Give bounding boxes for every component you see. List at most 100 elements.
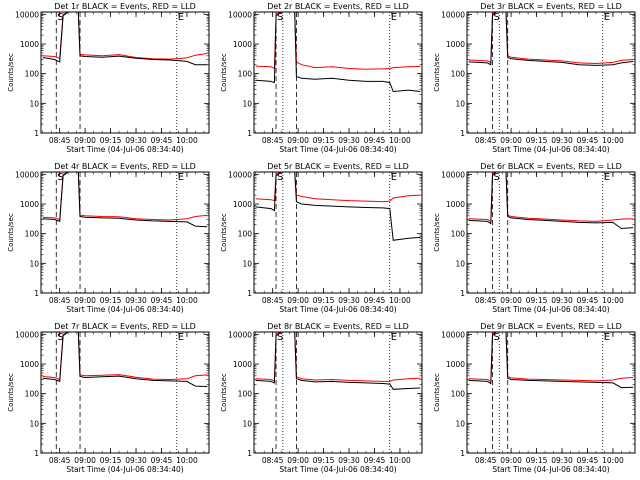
y-tick-label: 1: [247, 129, 252, 138]
y-tick-label: 1000: [20, 200, 39, 209]
x-tick-label: 10:00: [389, 296, 411, 305]
y-tick-label: 100: [25, 70, 40, 79]
x-axis-label: Start Time (04-Jul-06 08:34:40): [279, 145, 396, 154]
x-tick-label: 09:15: [100, 136, 122, 145]
marker-label: S: [277, 332, 283, 343]
x-tick-label: 09:00: [74, 296, 96, 305]
y-tick-label: 10000: [15, 170, 39, 179]
y-tick-label: 1000: [233, 40, 252, 49]
series-line-events: [42, 172, 208, 228]
marker-label: E: [391, 12, 397, 23]
y-tick-label: 1000: [446, 40, 465, 49]
chart-title: Det 9r BLACK = Events, RED = LLD: [480, 322, 622, 331]
chart-panel-7: Det 7r BLACK = Events, RED = LLD 1 10 100 10…: [7, 322, 210, 474]
series-line-events: [255, 12, 421, 93]
y-tick-label: 1000: [446, 200, 465, 209]
series-line-events: [42, 332, 208, 387]
plot-frame: [253, 331, 423, 454]
marker-label: S: [493, 172, 499, 183]
x-tick-label: 10:00: [602, 136, 624, 145]
y-tick-label: 10: [455, 259, 465, 268]
x-tick-label: 09:45: [151, 456, 173, 465]
y-tick-label: 10000: [441, 170, 465, 179]
x-tick-label: 10:00: [389, 456, 411, 465]
chart-title: Det 5r BLACK = Events, RED = LLD: [267, 162, 409, 171]
y-tick-label: 1000: [446, 360, 465, 369]
chart-panel-3: Det 3r BLACK = Events, RED = LLD 1 10 100 10…: [433, 2, 636, 154]
y-axis-label: Counts/sec: [7, 373, 15, 412]
x-tick-label: 10:00: [176, 456, 198, 465]
series-line-events: [468, 12, 634, 66]
marker-label: E: [178, 12, 184, 23]
y-tick-label: 10: [29, 259, 39, 268]
series-line-events: [42, 12, 208, 66]
series-line-events: [468, 332, 634, 389]
marker-label: E: [178, 172, 184, 183]
x-tick-label: 09:00: [74, 456, 96, 465]
x-tick-label: 09:00: [287, 136, 309, 145]
marker-label: E: [604, 172, 610, 183]
chart-title: Det 6r BLACK = Events, RED = LLD: [480, 162, 622, 171]
y-axis-label: Counts/sec: [220, 213, 228, 252]
x-tick-label: 08:45: [262, 456, 284, 465]
marker-label: S: [493, 12, 499, 23]
chart-title: Det 3r BLACK = Events, RED = LLD: [480, 2, 622, 11]
x-tick-label: 09:15: [526, 136, 548, 145]
plot-area: [42, 12, 208, 66]
x-tick-label: 09:15: [100, 296, 122, 305]
x-tick-label: 09:00: [500, 136, 522, 145]
y-tick-label: 100: [238, 70, 253, 79]
plot-area: [255, 12, 421, 93]
x-axis-label: Start Time (04-Jul-06 08:34:40): [492, 305, 609, 314]
x-axis-label: Start Time (04-Jul-06 08:34:40): [492, 145, 609, 154]
y-tick-label: 10: [29, 419, 39, 428]
y-tick-label: 10000: [15, 330, 39, 339]
x-tick-label: 09:30: [125, 296, 147, 305]
y-tick-label: 1: [460, 129, 465, 138]
plot-area: [468, 332, 634, 389]
y-tick-label: 1: [460, 289, 465, 298]
chart-panel-1: Det 1r BLACK = Events, RED = LLD 1 10 100 10…: [7, 2, 210, 154]
y-tick-label: 1: [34, 129, 39, 138]
marker-label: S: [57, 172, 63, 183]
x-tick-label: 09:45: [364, 136, 386, 145]
y-tick-label: 100: [451, 230, 466, 239]
y-tick-label: 1000: [20, 40, 39, 49]
x-tick-label: 08:45: [49, 456, 71, 465]
y-tick-label: 10000: [228, 330, 252, 339]
x-tick-label: 10:00: [602, 456, 624, 465]
y-axis-label: Counts/sec: [7, 53, 15, 92]
y-tick-label: 10000: [441, 10, 465, 19]
x-tick-label: 09:15: [313, 136, 335, 145]
x-tick-label: 09:15: [526, 296, 548, 305]
y-tick-label: 1: [247, 289, 252, 298]
x-tick-label: 08:45: [49, 296, 71, 305]
x-tick-label: 08:45: [475, 296, 497, 305]
y-tick-label: 10: [29, 99, 39, 108]
y-tick-label: 10000: [15, 10, 39, 19]
x-tick-label: 09:45: [577, 136, 599, 145]
y-axis-label: Counts/sec: [220, 53, 228, 92]
y-tick-label: 1: [460, 449, 465, 458]
plot-area: [255, 332, 421, 390]
x-tick-label: 09:45: [151, 136, 173, 145]
x-tick-label: 08:45: [475, 456, 497, 465]
y-tick-label: 100: [25, 390, 40, 399]
chart-panel-6: Det 6r BLACK = Events, RED = LLD 1 10 100 10…: [433, 162, 636, 314]
y-tick-label: 10000: [228, 10, 252, 19]
x-axis-label: Start Time (04-Jul-06 08:34:40): [279, 305, 396, 314]
y-tick-label: 10000: [441, 330, 465, 339]
chart-title: Det 1r BLACK = Events, RED = LLD: [54, 2, 196, 11]
y-tick-label: 10: [455, 419, 465, 428]
y-axis-label: Counts/sec: [7, 213, 15, 252]
x-axis-label: Start Time (04-Jul-06 08:34:40): [279, 465, 396, 474]
x-tick-label: 09:45: [577, 296, 599, 305]
y-tick-label: 10: [242, 259, 252, 268]
y-tick-label: 100: [238, 230, 253, 239]
marker-label: E: [391, 332, 397, 343]
x-axis-label: Start Time (04-Jul-06 08:34:40): [66, 305, 183, 314]
y-tick-label: 10: [242, 419, 252, 428]
chart-title: Det 2r BLACK = Events, RED = LLD: [267, 2, 409, 11]
y-tick-label: 100: [25, 230, 40, 239]
